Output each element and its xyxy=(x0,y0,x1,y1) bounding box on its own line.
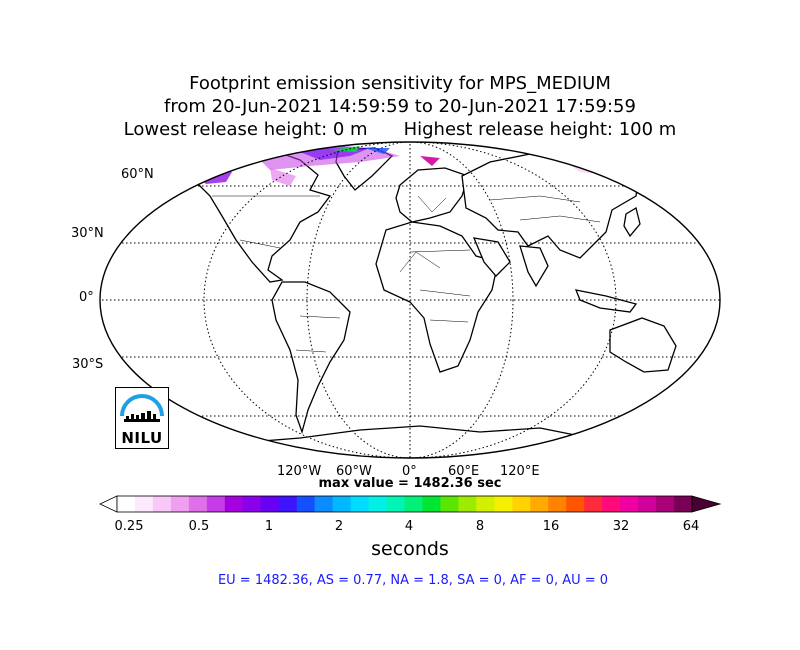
colorbar-outline xyxy=(116,495,693,513)
colorbar-tick: 8 xyxy=(475,519,485,534)
region-summary: EU = 1482.36, AS = 0.77, NA = 1.8, SA = … xyxy=(217,573,609,588)
lat-label-30s: 30°S xyxy=(72,357,104,372)
colorbar-segment xyxy=(620,496,639,512)
lat-label-60n: 60°N xyxy=(121,167,154,182)
colorbar-segment xyxy=(458,496,477,512)
coastlines xyxy=(119,147,703,458)
colorbar-segment xyxy=(674,496,693,512)
colorbar-tick: 0.5 xyxy=(188,519,210,534)
colorbar-segment xyxy=(566,496,585,512)
plot-title-line-2: from 20-Jun-2021 14:59:59 to 20-Jun-2021… xyxy=(164,96,636,117)
colorbar-segment xyxy=(134,496,154,512)
africa xyxy=(375,221,499,373)
colorbar-label: seconds xyxy=(371,538,449,560)
colorbar-tick: 1 xyxy=(264,519,274,534)
country-borders xyxy=(212,195,601,353)
graticule xyxy=(100,142,720,458)
max-value-text: max value = 1482.36 sec xyxy=(318,476,502,491)
colorbar xyxy=(99,495,722,513)
colorbar-segment xyxy=(152,496,172,512)
lat-label-30n: 30°N xyxy=(71,226,104,241)
colorbar-segment xyxy=(224,496,244,512)
highest-release-height: Highest release height: 100 m xyxy=(403,119,677,140)
colorbar-tick: 4 xyxy=(404,519,414,534)
nilu-logo-icon xyxy=(120,394,164,422)
lon-label-0: 0° xyxy=(402,464,417,479)
lon-label-120e: 120°E xyxy=(500,464,540,479)
colorbar-segment xyxy=(386,496,405,512)
colorbar-segment xyxy=(206,496,226,512)
lon-label-60w: 60°W xyxy=(336,464,372,479)
lat-label-equator: 0° xyxy=(79,290,94,305)
colorbar-segment xyxy=(404,496,423,512)
colorbar-segment xyxy=(476,496,495,512)
colorbar-segment xyxy=(584,496,603,512)
colorbar-segment xyxy=(278,496,298,512)
colorbar-segment xyxy=(548,496,567,512)
map-boundary xyxy=(99,141,721,459)
colorbar-tick: 2 xyxy=(334,519,344,534)
colorbar-segment xyxy=(117,496,136,512)
plot-title-line-1: Footprint emission sensitivity for MPS_M… xyxy=(189,73,611,94)
north-america xyxy=(149,149,332,283)
colorbar-tick: 0.25 xyxy=(114,519,144,534)
colorbar-segment xyxy=(260,496,280,512)
colorbar-under-arrow xyxy=(99,495,118,513)
colorbar-segment xyxy=(332,496,351,512)
arabia xyxy=(472,237,511,277)
map-content xyxy=(100,142,720,458)
indonesia xyxy=(574,289,638,313)
colorbar-segment xyxy=(602,496,621,512)
colorbar-segment xyxy=(512,496,531,512)
lon-label-60e: 60°E xyxy=(448,464,480,479)
colorbar-segment xyxy=(368,496,387,512)
colorbar-segment xyxy=(170,496,190,512)
nilu-logo: NILU xyxy=(115,387,169,449)
new-zealand xyxy=(689,364,701,396)
colorbar-segment xyxy=(656,496,675,512)
nilu-logo-text: NILU xyxy=(121,429,163,447)
logo-skyline xyxy=(124,411,160,422)
australia xyxy=(609,317,677,373)
logo-arc xyxy=(120,394,164,417)
meridian-120 xyxy=(203,142,617,458)
colorbar-segment xyxy=(314,496,334,512)
colorbar-segment xyxy=(350,496,369,512)
colorbar-segment xyxy=(296,496,316,512)
colorbar-segment xyxy=(422,496,441,512)
colorbar-tick: 64 xyxy=(682,519,700,534)
india xyxy=(519,245,549,288)
colorbar-tick: 16 xyxy=(542,519,560,534)
colorbar-tick: 32 xyxy=(612,519,630,534)
colorbar-segment xyxy=(494,496,513,512)
colorbar-over-arrow xyxy=(691,495,722,513)
colorbar-segment xyxy=(188,496,208,512)
meridian-60 xyxy=(306,142,514,458)
colorbar-segment xyxy=(638,496,657,512)
japan xyxy=(623,206,641,238)
plot-title-line-3: Lowest release height: 0 m Highest releas… xyxy=(0,119,800,141)
colorbar-segment xyxy=(242,496,262,512)
colorbar-segment xyxy=(530,496,549,512)
europe xyxy=(395,167,469,223)
colorbar-segment xyxy=(440,496,459,512)
lowest-release-height: Lowest release height: 0 m xyxy=(123,119,368,140)
lon-label-120w: 120°W xyxy=(277,464,322,479)
